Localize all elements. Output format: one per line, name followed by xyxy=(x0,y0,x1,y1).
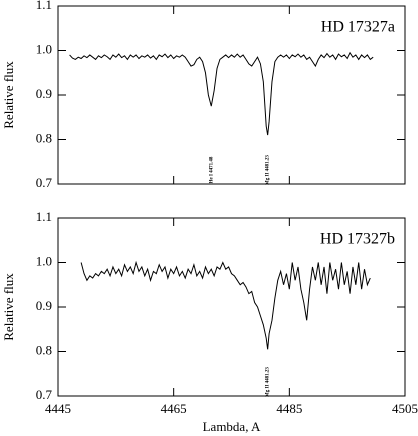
y-tick-label: 1.0 xyxy=(36,253,52,268)
y-tick-label: 1.0 xyxy=(36,41,52,56)
y-tick-label: 0.9 xyxy=(36,298,52,313)
y-tick-label: 1.1 xyxy=(36,0,52,12)
y-axis-label: Relative flux xyxy=(1,273,16,341)
panel-title: HD 17327a xyxy=(321,19,395,36)
x-tick-label: 4485 xyxy=(276,401,302,416)
panel-title: HD 17327b xyxy=(320,231,395,248)
x-tick-label: 4465 xyxy=(161,401,187,416)
y-tick-label: 0.9 xyxy=(36,86,52,101)
y-tick-label: 0.7 xyxy=(36,175,53,190)
line-annotation: Mg II 4481.23 xyxy=(266,367,271,397)
y-axis-label: Relative flux xyxy=(1,61,16,129)
y-tick-label: 0.7 xyxy=(36,387,53,402)
line-annotation: Mg II 4481.23 xyxy=(266,155,271,185)
line-annotation: He I 4471.48 xyxy=(209,156,214,183)
x-axis-label: Lambda, A xyxy=(203,419,261,434)
spectrum-line xyxy=(69,51,374,136)
y-tick-label: 1.1 xyxy=(36,209,52,224)
x-tick-label: 4505 xyxy=(392,401,418,416)
y-tick-label: 0.8 xyxy=(36,342,52,357)
x-tick-label: 4445 xyxy=(45,401,71,416)
y-tick-label: 0.8 xyxy=(36,130,52,145)
spectrum-line xyxy=(80,260,371,350)
